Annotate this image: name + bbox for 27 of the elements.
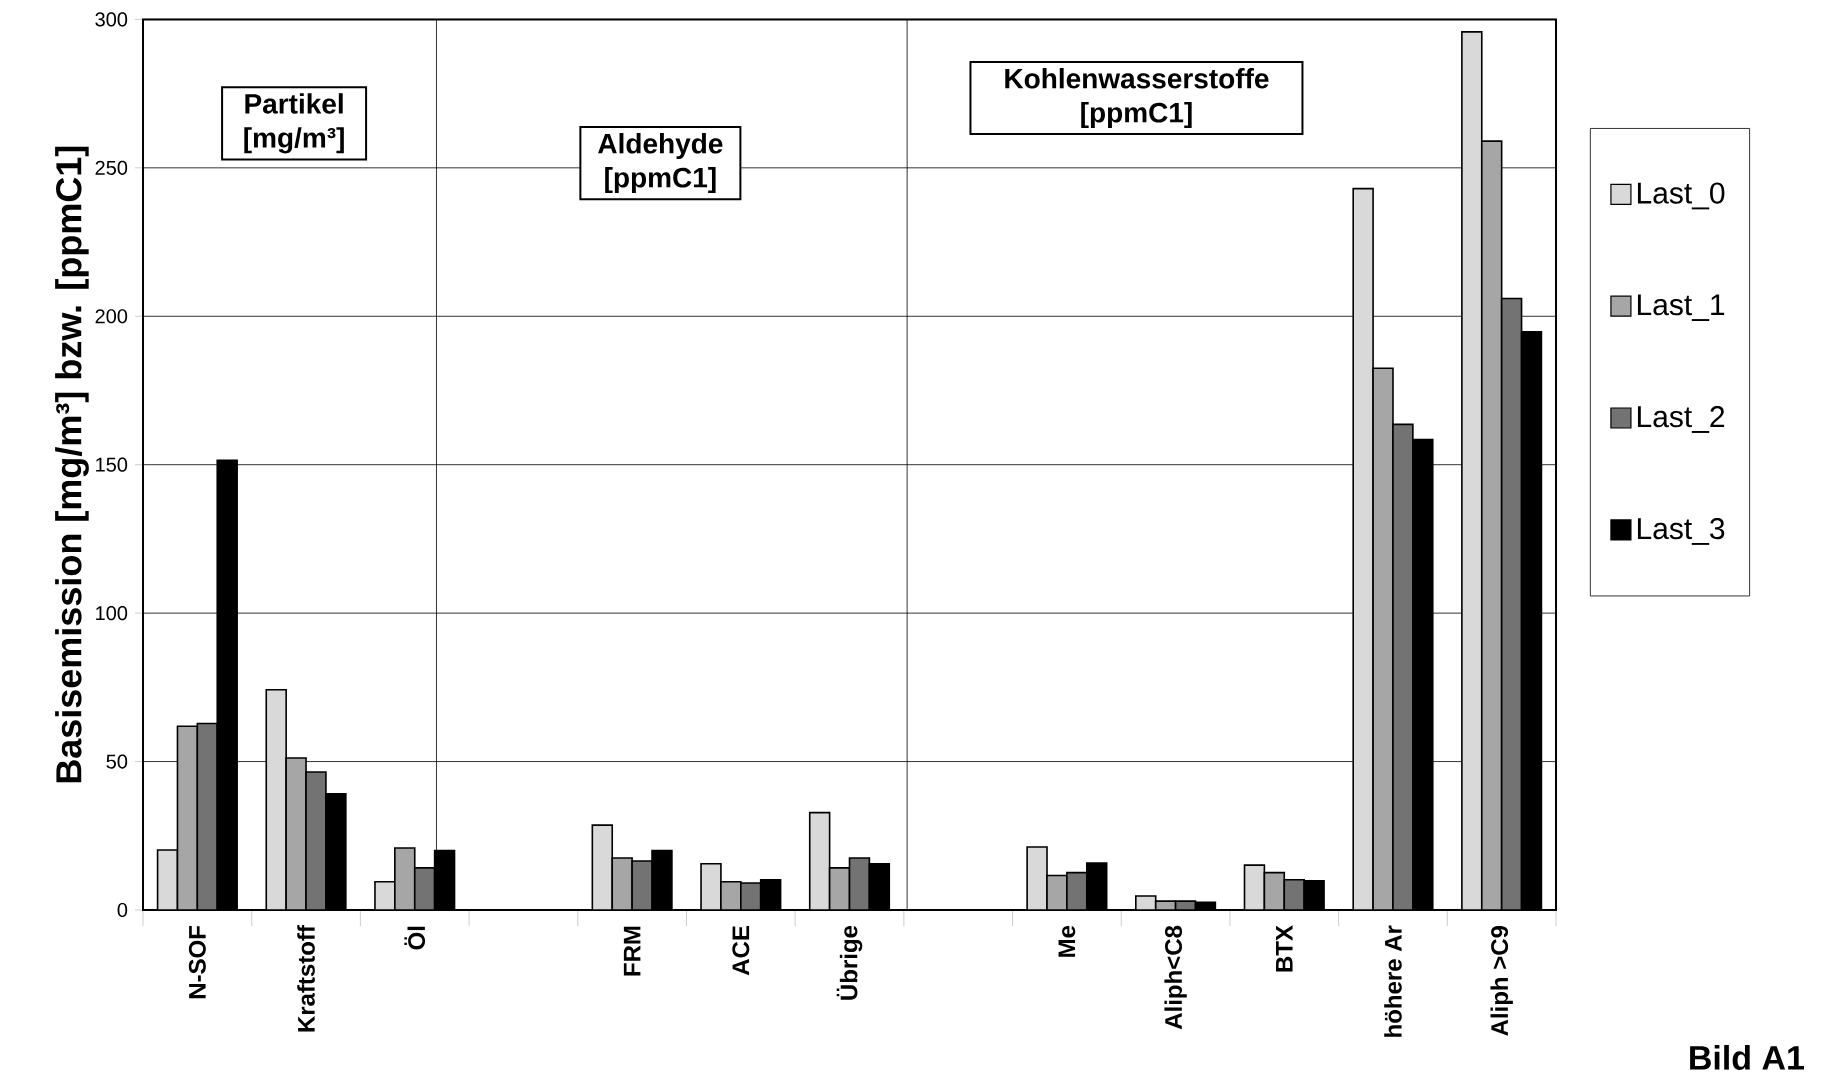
- annotation: Aldehyde [ppmC1]: [598, 133, 723, 194]
- y-axis-title: Basisemission [mg/m³] bzw. [ppmC1]: [55, 146, 89, 783]
- x-tick-label: ACE: [732, 926, 750, 976]
- x-tick-label: Kraftstoff: [297, 925, 315, 1032]
- x-tick-label: Übrige: [836, 925, 863, 1000]
- x-tick-label: N-SOF: [188, 925, 206, 999]
- y-tick-label: 0: [117, 902, 128, 918]
- legend-label: Last_2: [1637, 406, 1725, 433]
- text: Bild A1: [1690, 1044, 1804, 1070]
- x-tick-label: Aliph<C8: [1164, 925, 1187, 1030]
- y-tick-label: 300: [95, 12, 128, 27]
- y-tick-label: 200: [95, 309, 128, 324]
- x-tick-label: BTX: [1276, 925, 1293, 972]
- legend-label: Last_1: [1637, 294, 1725, 321]
- x-tick-label: höhere Ar: [1384, 925, 1402, 1037]
- x-tick-label: Aliph >C9: [1490, 925, 1513, 1036]
- y-tick-label: 100: [96, 606, 128, 621]
- annotation: Partikel [mg/m³]: [244, 93, 344, 154]
- x-tick-label: Me: [1058, 925, 1076, 957]
- x-tick-label: FRM: [623, 926, 641, 976]
- legend-label: Last_0: [1637, 182, 1725, 210]
- y-tick-label: 50: [106, 754, 128, 769]
- annotation: Kohlenwasserstoffe [ppmC1]: [1005, 68, 1269, 129]
- y-tick-label: 150: [96, 457, 128, 472]
- y-tick-label: 250: [95, 160, 128, 175]
- x-tick-label: Öl: [404, 926, 426, 950]
- legend-label: Last_3: [1637, 517, 1725, 545]
